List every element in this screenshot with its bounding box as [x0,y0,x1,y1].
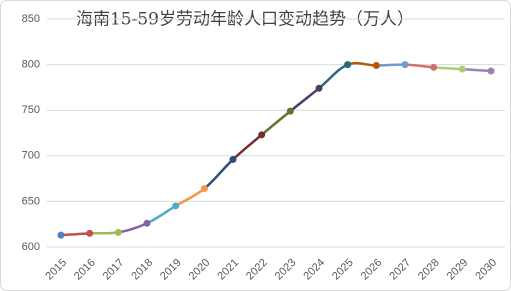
point [200,185,208,193]
point [401,61,409,69]
point [172,202,180,210]
y-tick-label: 650 [22,195,40,207]
y-tick-label: 750 [22,104,40,116]
y-tick-label: 700 [22,150,40,162]
point [229,155,237,163]
point [57,231,65,239]
point [315,84,323,92]
point [487,67,495,75]
point [286,107,294,115]
point [86,229,94,237]
point [372,62,380,70]
y-tick-label: 800 [22,59,40,71]
point [458,65,466,73]
point [143,219,151,227]
point [344,61,352,69]
point [114,228,122,236]
line-segment [375,63,407,67]
line-segment [88,231,120,235]
point [258,131,266,139]
y-tick-label: 850 [22,13,40,25]
y-tick-label: 600 [22,241,40,253]
point [430,63,438,71]
